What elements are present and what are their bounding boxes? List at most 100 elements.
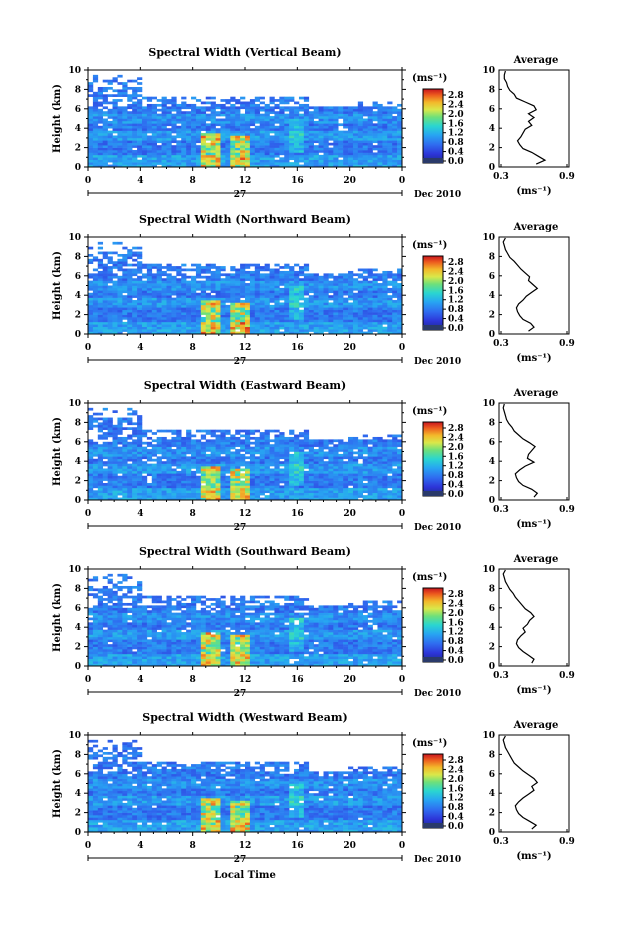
heatmap-cell bbox=[249, 497, 256, 501]
heatmap-cell bbox=[225, 458, 231, 462]
heatmap-cell bbox=[132, 461, 138, 464]
heatmap-cell bbox=[259, 453, 265, 457]
heatmap-cell bbox=[362, 123, 368, 127]
heatmap-cell bbox=[88, 307, 94, 311]
heatmap-cell bbox=[245, 150, 251, 153]
heatmap-cell bbox=[249, 319, 256, 323]
heatmap-cell bbox=[92, 292, 99, 296]
heatmap-cell bbox=[225, 123, 231, 127]
heatmap-cell bbox=[294, 487, 300, 491]
heatmap-cell bbox=[348, 275, 354, 279]
heatmap-cell bbox=[112, 410, 118, 413]
heatmap-cell bbox=[328, 439, 334, 443]
heatmap-cell bbox=[195, 147, 202, 151]
heatmap-cell bbox=[348, 106, 354, 110]
heatmap-cell bbox=[200, 441, 207, 445]
heatmap-cell bbox=[127, 434, 133, 438]
heatmap-cell bbox=[338, 116, 344, 119]
heatmap-cell bbox=[333, 304, 339, 308]
heatmap-cell bbox=[112, 302, 118, 306]
heatmap-cell bbox=[210, 492, 216, 496]
heatmap-cell bbox=[88, 309, 94, 313]
heatmap-cell bbox=[249, 487, 256, 491]
heatmap-cell bbox=[245, 480, 251, 484]
heatmap-cell bbox=[220, 300, 226, 303]
heatmap-cell bbox=[259, 439, 265, 443]
heatmap-cell bbox=[97, 300, 104, 303]
heatmap-cell bbox=[254, 300, 261, 303]
heatmap-cell bbox=[146, 429, 153, 433]
heatmap-cell bbox=[254, 466, 261, 469]
heatmap-cell bbox=[348, 292, 354, 296]
heatmap-cell bbox=[141, 495, 148, 498]
heatmap-cell bbox=[397, 113, 403, 117]
heatmap-cell bbox=[323, 487, 329, 491]
heatmap-cell bbox=[200, 451, 207, 455]
heatmap-cell bbox=[210, 302, 216, 306]
heatmap-cell bbox=[88, 456, 94, 460]
heatmap-cell bbox=[151, 152, 157, 156]
heatmap-cell bbox=[397, 159, 403, 163]
heatmap-cell bbox=[181, 283, 187, 286]
heatmap-cell bbox=[132, 273, 138, 277]
heatmap-cell bbox=[88, 297, 94, 301]
heatmap-cell bbox=[240, 157, 246, 161]
heatmap-cell bbox=[294, 120, 300, 124]
heatmap-cell bbox=[112, 436, 118, 440]
heatmap-cell bbox=[245, 492, 251, 496]
heatmap-cell bbox=[137, 150, 143, 153]
heatmap-cell bbox=[249, 99, 256, 102]
heatmap-cell bbox=[392, 302, 398, 306]
heatmap-cell bbox=[230, 147, 236, 151]
heatmap-cell bbox=[215, 140, 221, 144]
heatmap-cell bbox=[132, 150, 138, 153]
heatmap-cell bbox=[240, 456, 246, 460]
heatmap-cell bbox=[254, 321, 261, 325]
heatmap-cell bbox=[392, 142, 398, 146]
heatmap-cell bbox=[377, 145, 383, 148]
heatmap-cell bbox=[308, 275, 314, 279]
heatmap-cell bbox=[352, 326, 359, 330]
heatmap-cell bbox=[132, 449, 138, 452]
heatmap-cell bbox=[225, 108, 231, 112]
heatmap-cell bbox=[313, 468, 319, 472]
heatmap-cell bbox=[146, 326, 153, 330]
heatmap-cell bbox=[166, 429, 172, 433]
heatmap-cell bbox=[107, 461, 113, 464]
heatmap-cell bbox=[161, 314, 167, 318]
heatmap-cell bbox=[245, 478, 251, 481]
heatmap-cell bbox=[127, 96, 133, 100]
heatmap-cell bbox=[294, 329, 300, 332]
heatmap-cell bbox=[97, 492, 104, 496]
heatmap-cell bbox=[230, 461, 236, 464]
heatmap-cell bbox=[387, 295, 393, 298]
heatmap-cell bbox=[166, 120, 172, 124]
heatmap-cell bbox=[97, 285, 104, 289]
heatmap-cell bbox=[137, 77, 143, 80]
heatmap-cell bbox=[274, 162, 280, 165]
heatmap-cell bbox=[377, 164, 383, 168]
heatmap-cell bbox=[308, 487, 314, 491]
heatmap-cell bbox=[308, 273, 314, 277]
heatmap-cell bbox=[279, 307, 285, 311]
heatmap-cell bbox=[294, 130, 300, 134]
heatmap-cell bbox=[333, 480, 339, 484]
heatmap-cell bbox=[137, 280, 143, 284]
heatmap-cell bbox=[240, 483, 246, 486]
heatmap-cell bbox=[308, 150, 314, 153]
heatmap-cell bbox=[127, 321, 133, 325]
heatmap-cell bbox=[240, 312, 246, 315]
heatmap-cell bbox=[132, 159, 138, 163]
heatmap-cell bbox=[269, 275, 275, 279]
heatmap-cell bbox=[308, 125, 314, 129]
heatmap-cell bbox=[92, 470, 99, 474]
heatmap-cell bbox=[254, 111, 261, 114]
heatmap-cell bbox=[156, 480, 162, 484]
heatmap-cell bbox=[137, 483, 143, 486]
heatmap-cell bbox=[308, 449, 314, 452]
heatmap-cell bbox=[117, 429, 123, 433]
heatmap-cell bbox=[259, 466, 265, 469]
heatmap-cell bbox=[249, 304, 256, 308]
heatmap-cell bbox=[97, 116, 104, 119]
heatmap-cell bbox=[284, 290, 290, 294]
